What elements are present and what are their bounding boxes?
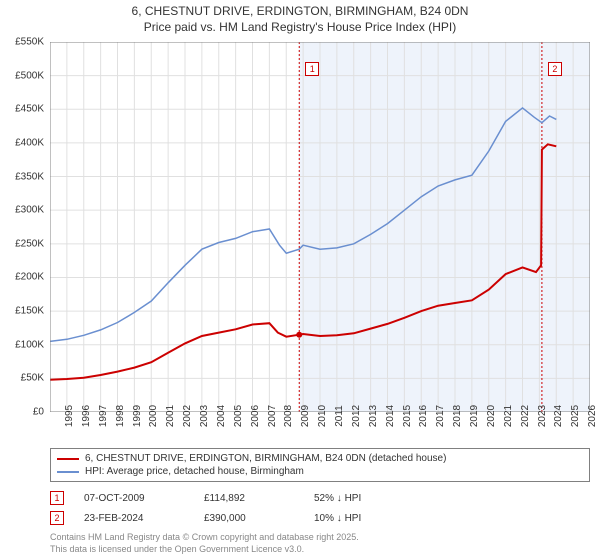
chart-title: 6, CHESTNUT DRIVE, ERDINGTON, BIRMINGHAM… [0,0,600,35]
sales-marker-icon: 1 [50,491,64,505]
y-tick-label: £100K [15,339,44,350]
chart-container: 6, CHESTNUT DRIVE, ERDINGTON, BIRMINGHAM… [0,0,600,560]
x-axis: 1995199619971998199920002001200220032004… [50,414,590,448]
sales-row: 2 23-FEB-2024 £390,000 10% ↓ HPI [50,508,590,528]
legend-block: 6, CHESTNUT DRIVE, ERDINGTON, BIRMINGHAM… [50,448,590,555]
title-line1: 6, CHESTNUT DRIVE, ERDINGTON, BIRMINGHAM… [0,4,600,20]
y-tick-label: £450K [15,104,44,115]
legend-row-hpi: HPI: Average price, detached house, Birm… [57,465,583,478]
plot-svg [50,42,590,412]
sale-marker-1: 1 [305,62,319,76]
plot-area: 12 [50,42,590,412]
y-tick-label: £150K [15,306,44,317]
y-tick-label: £50K [21,373,44,384]
legend-box: 6, CHESTNUT DRIVE, ERDINGTON, BIRMINGHAM… [50,448,590,482]
sales-date: 07-OCT-2009 [84,493,184,504]
legend-row-price: 6, CHESTNUT DRIVE, ERDINGTON, BIRMINGHAM… [57,452,583,465]
footer-line2: This data is licensed under the Open Gov… [50,544,590,556]
footer-text: Contains HM Land Registry data © Crown c… [50,532,590,555]
y-tick-label: £250K [15,238,44,249]
sales-pct: 52% ↓ HPI [314,493,414,504]
legend-label-price: 6, CHESTNUT DRIVE, ERDINGTON, BIRMINGHAM… [85,453,446,464]
footer-line1: Contains HM Land Registry data © Crown c… [50,532,590,544]
y-tick-label: £400K [15,137,44,148]
y-tick-label: £350K [15,171,44,182]
legend-label-hpi: HPI: Average price, detached house, Birm… [85,466,304,477]
sales-price: £390,000 [204,513,294,524]
sales-row: 1 07-OCT-2009 £114,892 52% ↓ HPI [50,488,590,508]
y-tick-label: £300K [15,205,44,216]
sales-price: £114,892 [204,493,294,504]
sales-marker-icon: 2 [50,511,64,525]
title-line2: Price paid vs. HM Land Registry's House … [0,20,600,36]
y-axis: £0£50K£100K£150K£200K£250K£300K£350K£400… [0,42,48,412]
sales-table: 1 07-OCT-2009 £114,892 52% ↓ HPI 2 23-FEB-202… [50,488,590,528]
sale-marker-2: 2 [548,62,562,76]
y-tick-label: £200K [15,272,44,283]
sales-pct: 10% ↓ HPI [314,513,414,524]
legend-swatch-hpi [57,471,79,473]
sales-date: 23-FEB-2024 [84,513,184,524]
y-tick-label: £0 [33,407,44,418]
y-tick-label: £500K [15,70,44,81]
y-tick-label: £550K [15,37,44,48]
x-tick-label: 2027 [590,405,600,427]
legend-swatch-price [57,458,79,460]
